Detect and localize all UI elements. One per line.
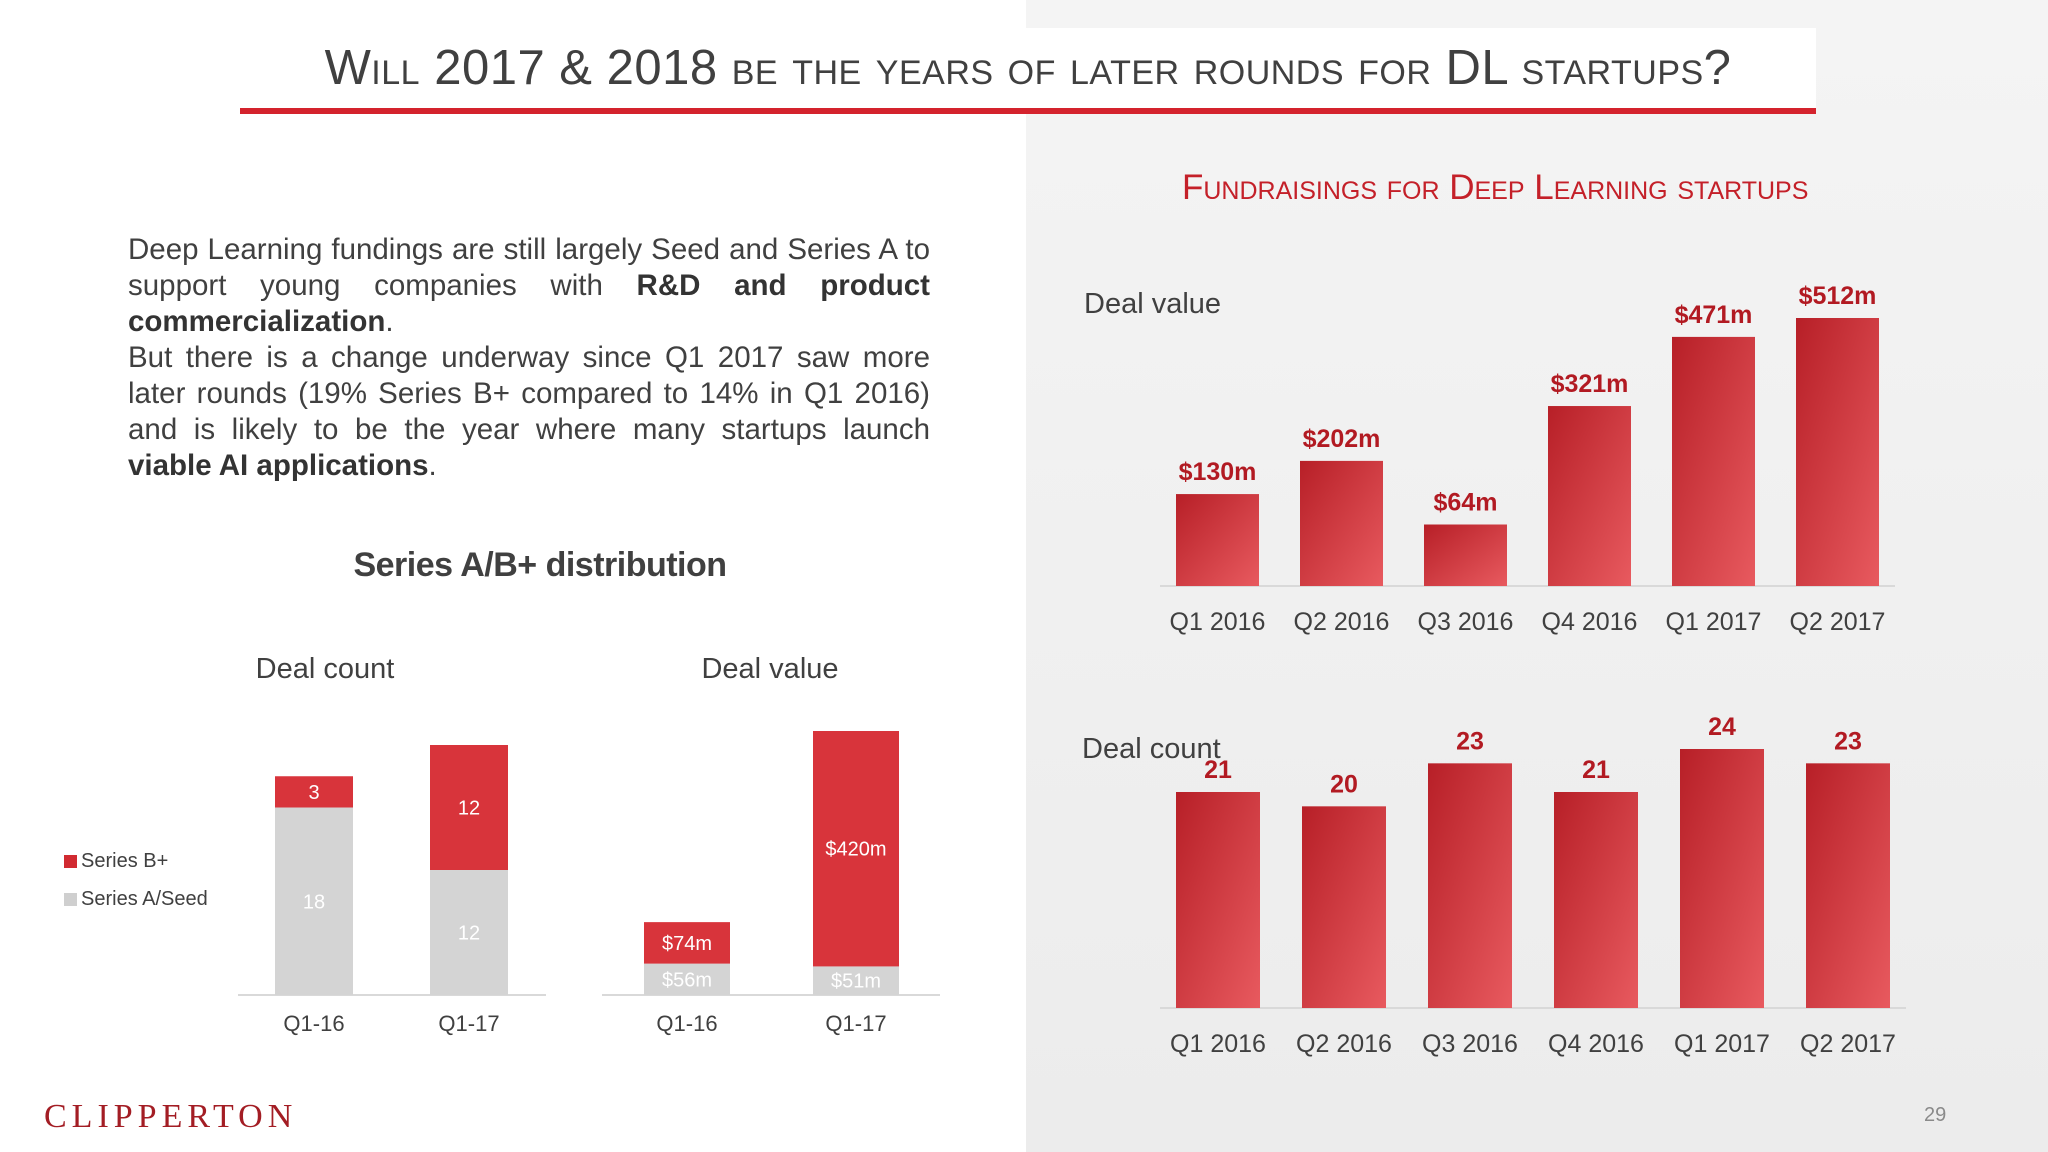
- bar-q4-2016: [1548, 406, 1631, 586]
- distribution-title: Series A/B+ distribution: [353, 546, 727, 584]
- page-title: Will 2017 & 2018 be the years of later r…: [324, 41, 1732, 95]
- x-tick-label: Q1-17: [825, 1011, 886, 1036]
- x-tick-label: Q4 2016: [1542, 608, 1638, 636]
- x-tick-label: Q1-17: [438, 1011, 499, 1036]
- legend-item-series-b: Series B+: [64, 842, 208, 880]
- legend-item-series-a: Series A/Seed: [64, 880, 208, 918]
- bar-q1-2016: [1176, 792, 1260, 1008]
- segment-label: 12: [458, 798, 480, 820]
- intro-emphasis: R&D and product commercialization: [128, 269, 930, 338]
- data-label: 20: [1330, 770, 1358, 798]
- bar-q1-2017: [1672, 336, 1755, 586]
- chart-dist-deal-count: Deal count 18 3 Q1-16 12 12 Q1-17: [230, 620, 570, 1040]
- data-label: $321m: [1551, 370, 1629, 398]
- chart-title: Deal value: [701, 653, 838, 685]
- bar-q1-2016: [1176, 494, 1259, 586]
- x-tick-label: Q2 2016: [1296, 1030, 1392, 1058]
- x-tick-label: Q3 2016: [1422, 1030, 1518, 1058]
- legend-swatch-series-a: [64, 892, 77, 906]
- data-label: 23: [1456, 727, 1484, 755]
- segment-label: 18: [303, 891, 325, 913]
- segment-label: $56m: [662, 969, 712, 991]
- segment-label: $74m: [662, 933, 712, 955]
- legend-label-series-b: Series B+: [81, 849, 169, 872]
- data-label: $64m: [1434, 489, 1498, 517]
- page-number: 29: [1924, 1104, 1947, 1126]
- segment-label: 3: [308, 782, 319, 804]
- data-label: 23: [1834, 727, 1862, 755]
- x-tick-label: Q1 2016: [1170, 1030, 1266, 1058]
- bar-segment-series-a-seed: [813, 966, 899, 995]
- section-title: Fundraisings for Deep Learning startups: [1182, 168, 1809, 207]
- data-label: 21: [1204, 756, 1232, 784]
- bar-q2-2016: [1302, 806, 1386, 1008]
- segment-label: $51m: [831, 971, 881, 993]
- bar-q1-2017: [1680, 749, 1764, 1008]
- data-label: $512m: [1799, 282, 1877, 310]
- title-banner: Will 2017 & 2018 be the years of later r…: [240, 28, 1816, 114]
- x-tick-label: Q2 2017: [1790, 608, 1886, 636]
- data-label: $471m: [1675, 301, 1753, 329]
- intro-text: Deep Learning fundings are still largely…: [128, 233, 930, 302]
- segment-label: $420m: [825, 839, 886, 861]
- x-tick-label: Q2 2016: [1294, 608, 1390, 636]
- intro-text: But there is a change underway since Q1 …: [128, 341, 930, 446]
- chart-fund-deal-value: Deal value $130m Q1 2016 $202m Q2 2016 $64m Q3…: [1070, 270, 1950, 640]
- clipperton-logo: CLIPPERTON: [44, 1098, 298, 1135]
- intro-paragraph: Deep Learning fundings are still largely…: [128, 232, 930, 484]
- chart-title: Deal value: [1084, 288, 1221, 320]
- bar-segment-series-a-seed: [430, 870, 508, 995]
- bar-q2-2017: [1806, 763, 1890, 1008]
- bar-q3-2016: [1424, 524, 1507, 586]
- bar-segment-series-b-: [275, 776, 353, 808]
- x-tick-label: Q1 2017: [1666, 608, 1762, 636]
- x-tick-label: Q4 2016: [1548, 1030, 1644, 1058]
- bar-segment-series-a-seed: [644, 963, 730, 995]
- x-tick-label: Q3 2016: [1418, 608, 1514, 636]
- x-tick-label: Q1-16: [283, 1011, 344, 1036]
- segment-label: 12: [458, 923, 480, 945]
- bar-q2-2016: [1300, 460, 1383, 586]
- data-label: 21: [1582, 756, 1610, 784]
- legend-label-series-a: Series A/Seed: [81, 887, 208, 910]
- intro-text: .: [385, 305, 394, 338]
- x-tick-label: Q1 2017: [1674, 1030, 1770, 1058]
- bar-q2-2017: [1796, 318, 1879, 586]
- legend-swatch-series-b: [64, 854, 77, 868]
- bar-segment-series-b-: [430, 745, 508, 870]
- chart-fund-deal-count: Deal count 21 Q1 2016 20 Q2 2016 23 Q3 2016 21 Q…: [1070, 700, 1950, 1070]
- chart-title: Deal count: [1082, 733, 1221, 765]
- bar-segment-series-b-: [644, 922, 730, 964]
- legend: Series B+ Series A/Seed: [64, 842, 208, 918]
- bar-segment-series-b-: [813, 731, 899, 967]
- x-tick-label: Q1 2016: [1170, 608, 1266, 636]
- data-label: $202m: [1303, 425, 1381, 453]
- data-label: 24: [1708, 713, 1736, 741]
- x-tick-label: Q2 2017: [1800, 1030, 1896, 1058]
- intro-emphasis: viable AI applications: [128, 449, 429, 482]
- bar-q4-2016: [1554, 792, 1638, 1008]
- bar-q3-2016: [1428, 763, 1512, 1008]
- intro-text: .: [428, 449, 437, 482]
- bar-segment-series-a-seed: [275, 807, 353, 995]
- data-label: $130m: [1179, 458, 1257, 486]
- x-tick-label: Q1-16: [656, 1011, 717, 1036]
- chart-dist-deal-value: Deal value $56m $74m Q1-16 $51m $420m Q1-17: [598, 620, 948, 1040]
- chart-title: Deal count: [256, 653, 395, 685]
